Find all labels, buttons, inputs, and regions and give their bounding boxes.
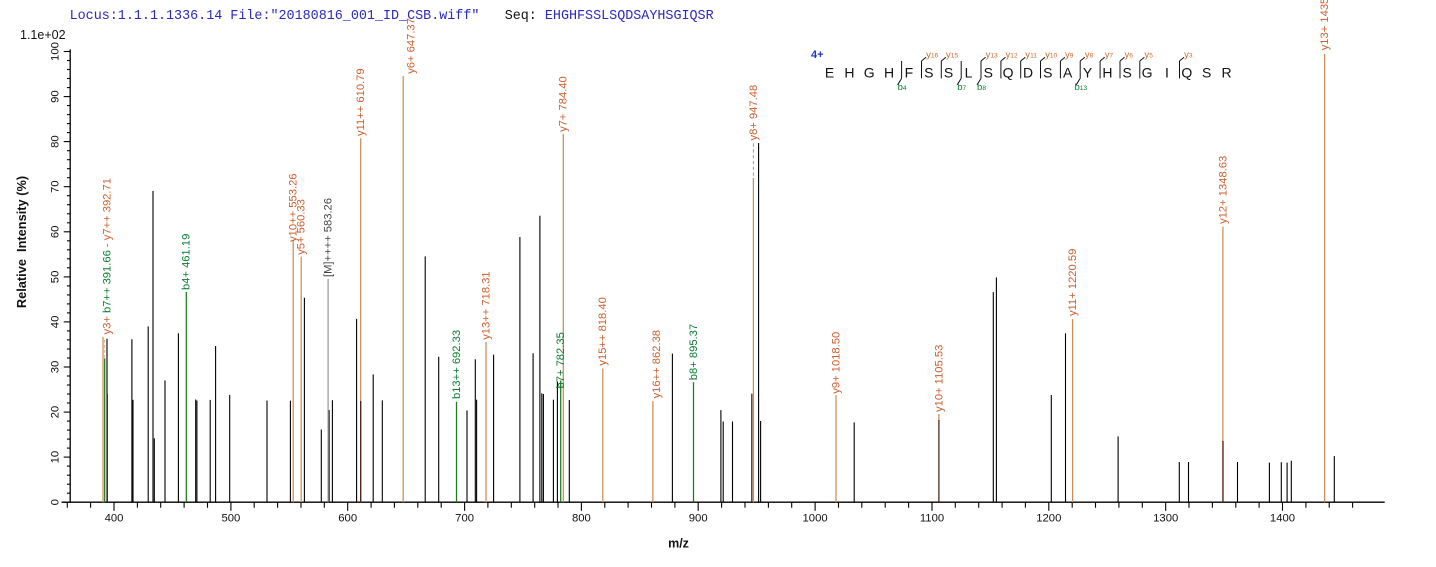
svg-text:1100: 1100 [920, 513, 944, 525]
svg-text:1200: 1200 [1036, 513, 1061, 525]
svg-text:b8+ 895.37: b8+ 895.37 [688, 324, 700, 380]
svg-text:H: H [844, 64, 854, 80]
svg-text:50: 50 [50, 271, 62, 284]
svg-text:y16++ 862.38: y16++ 862.38 [651, 330, 663, 398]
svg-text:y12+ 1348.63: y12+ 1348.63 [1217, 156, 1229, 224]
svg-text:F: F [905, 64, 914, 80]
svg-text:Relative Intensity (%): Relative Intensity (%) [14, 176, 29, 308]
svg-text:30: 30 [50, 361, 62, 374]
svg-text:H: H [884, 64, 894, 80]
svg-text:R: R [1221, 64, 1231, 80]
svg-text:S: S [984, 64, 993, 80]
svg-text:Locus:1.1.1.1336.14 File:"2018: Locus:1.1.1.1336.14 File:"20180816_001_I… [70, 9, 480, 24]
svg-text:0: 0 [50, 499, 62, 505]
svg-text:y15: y15 [946, 50, 958, 61]
svg-text:10: 10 [50, 451, 62, 464]
svg-text:y5: y5 [1144, 50, 1153, 61]
svg-text:y8: y8 [1085, 50, 1094, 61]
svg-text:S: S [924, 64, 933, 80]
svg-text:S: S [1123, 64, 1132, 80]
svg-text:40: 40 [50, 316, 62, 329]
svg-text:y10: y10 [1045, 50, 1057, 61]
svg-text:b7: b7 [957, 82, 966, 93]
svg-text:Seq: EHGHFSSLSQDSAYHSGIQSR: Seq: EHGHFSSLSQDSAYHSGIQSR [505, 9, 714, 24]
svg-text:y3: y3 [1184, 50, 1193, 61]
svg-text:y10++ 553.26: y10++ 553.26 [288, 173, 300, 241]
svg-text:S: S [1043, 64, 1052, 80]
svg-text:80: 80 [50, 135, 62, 148]
svg-text:b13++ 692.33: b13++ 692.33 [451, 330, 463, 399]
svg-text:S: S [944, 64, 953, 80]
svg-text:1.1e+02: 1.1e+02 [20, 28, 66, 42]
svg-text:y3+ b7++ 391.66 - y7++ 392.71: y3+ b7++ 391.66 - y7++ 392.71 [101, 178, 113, 334]
svg-text:H: H [1102, 64, 1112, 80]
svg-text:y12: y12 [1006, 50, 1018, 61]
svg-text:y9+ 1018.50: y9+ 1018.50 [830, 332, 842, 394]
svg-text:y7+ 784.40: y7+ 784.40 [558, 76, 570, 132]
svg-text:Q: Q [1003, 64, 1014, 80]
svg-text:800: 800 [572, 513, 591, 525]
svg-text:y15++ 818.40: y15++ 818.40 [597, 297, 609, 365]
svg-text:E: E [825, 64, 834, 80]
svg-text:20: 20 [50, 406, 62, 419]
svg-text:b8: b8 [977, 82, 986, 93]
svg-text:S: S [1202, 64, 1211, 80]
svg-text:L: L [965, 64, 973, 80]
svg-text:90: 90 [50, 90, 62, 103]
svg-text:Q: Q [1181, 64, 1192, 80]
svg-text:1000: 1000 [803, 513, 828, 525]
svg-text:500: 500 [221, 513, 240, 525]
svg-text:y10+ 1105.53: y10+ 1105.53 [933, 345, 945, 412]
svg-text:y11++ 610.79: y11++ 610.79 [355, 68, 367, 136]
svg-text:G: G [1142, 64, 1153, 80]
svg-text:600: 600 [338, 513, 357, 525]
svg-text:y6+ 647.37: y6+ 647.37 [405, 18, 417, 74]
svg-text:70: 70 [50, 180, 62, 193]
svg-text:y13+ 1435.77: y13+ 1435.77 [1319, 0, 1331, 50]
svg-text:y11: y11 [1025, 50, 1037, 61]
svg-text:y16: y16 [926, 50, 938, 61]
svg-text:m/z: m/z [668, 537, 689, 551]
svg-text:b13: b13 [1074, 82, 1087, 93]
svg-text:400: 400 [105, 513, 124, 525]
svg-text:b4: b4 [898, 82, 907, 93]
svg-text:y11+ 1220.59: y11+ 1220.59 [1067, 249, 1079, 316]
svg-text:y6: y6 [1125, 50, 1134, 61]
svg-text:b7+ 782.35: b7+ 782.35 [555, 332, 567, 388]
svg-text:100: 100 [50, 42, 62, 61]
svg-text:60: 60 [50, 226, 62, 239]
svg-text:y13++ 718.31: y13++ 718.31 [480, 271, 492, 339]
svg-text:y9: y9 [1065, 50, 1074, 61]
svg-text:y7: y7 [1105, 50, 1114, 61]
svg-text:900: 900 [689, 513, 708, 525]
svg-text:1300: 1300 [1153, 513, 1178, 525]
svg-text:D: D [1023, 64, 1033, 80]
svg-text:G: G [864, 64, 875, 80]
svg-text:b4+ 461.19: b4+ 461.19 [181, 234, 193, 290]
svg-text:[M]++++ 583.26: [M]++++ 583.26 [323, 198, 335, 277]
svg-text:I: I [1165, 64, 1169, 80]
svg-text:y13: y13 [986, 50, 998, 61]
svg-text:Y: Y [1083, 64, 1093, 80]
svg-text:y5+ 560.33: y5+ 560.33 [296, 199, 308, 255]
svg-text:4+: 4+ [811, 49, 824, 61]
svg-text:A: A [1063, 64, 1073, 80]
svg-text:y8+ 947.48: y8+ 947.48 [748, 85, 760, 141]
svg-text:700: 700 [455, 513, 474, 525]
svg-text:1400: 1400 [1270, 513, 1295, 525]
